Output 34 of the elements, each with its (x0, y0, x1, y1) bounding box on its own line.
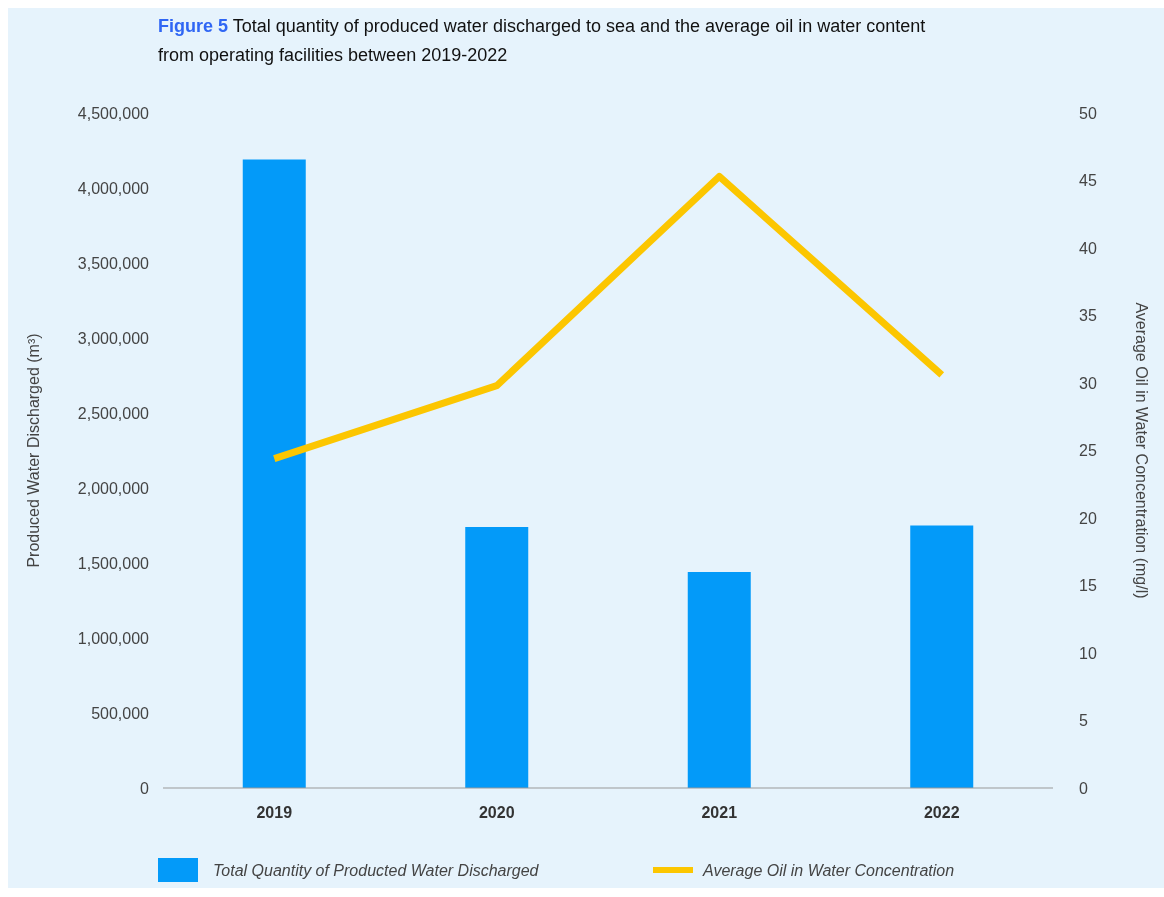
y-tick-label: 2,500,000 (77, 404, 150, 422)
y-tick-label: 0 (140, 779, 150, 797)
bar (910, 525, 974, 788)
bar (242, 159, 306, 788)
x-tick-label: 2021 (701, 804, 738, 821)
y2-tick-label: 5 (1079, 712, 1088, 730)
y-tick-label: 1,000,000 (77, 629, 150, 647)
y-axis-title: Produced Water Discharged (m³) (25, 333, 42, 568)
y2-tick-label: 30 (1079, 374, 1097, 392)
y2-tick-label: 40 (1079, 239, 1097, 257)
chart-title: Figure 5 Total quantity of produced water discharged to sea and the average oil in water content from operating facilities between 2019-2022 (158, 16, 926, 65)
x-tick-label: 2019 (256, 804, 293, 821)
y-tick-label: 2,000,000 (77, 479, 150, 497)
x-tick-label: 2022 (923, 804, 960, 821)
y2-tick-label: 20 (1079, 509, 1097, 527)
y-tick-label: 500,000 (91, 704, 150, 722)
y2-tick-label: 45 (1079, 172, 1097, 190)
y2-tick-label: 15 (1079, 577, 1097, 595)
y2-tick-label: 35 (1079, 307, 1097, 325)
y2-tick-label: 10 (1079, 644, 1097, 662)
bar (687, 572, 751, 788)
y2-tick-label: 0 (1079, 779, 1088, 797)
y2-axis-title: Average Oil in Water Concentration (mg/l) (1133, 302, 1150, 599)
y-tick-label: 4,000,000 (77, 179, 150, 197)
y2-tick-label: 25 (1079, 442, 1097, 460)
y-tick-label: 3,500,000 (77, 254, 150, 272)
y-tick-label: 4,500,000 (77, 104, 150, 122)
x-tick-label: 2020 (478, 804, 515, 821)
y-tick-label: 1,500,000 (77, 554, 150, 572)
legend-label: Average Oil in Water Concentration (702, 861, 955, 879)
y2-tick-label: 50 (1079, 104, 1097, 122)
y-tick-label: 3,000,000 (77, 329, 150, 347)
legend-label: Total Quantity of Producted Water Discharged (213, 861, 540, 879)
bar (465, 527, 529, 788)
